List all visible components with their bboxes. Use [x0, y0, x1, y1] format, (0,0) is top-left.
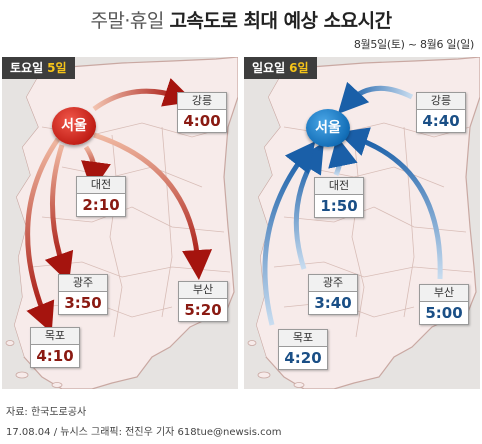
travel-time: 4:00 [177, 109, 227, 133]
origin-name: 대전 [314, 177, 364, 194]
destination-name: 부산 [178, 281, 228, 298]
seoul-destination-marker: 서울 [306, 109, 350, 147]
destination-name: 대전 [76, 176, 126, 193]
origin-name: 부산 [419, 284, 469, 301]
origin-box-busan: 부산 5:00 [419, 284, 469, 325]
travel-time: 4:20 [278, 346, 328, 370]
route-arrow-gwangju [44, 144, 74, 284]
origin-name: 강릉 [416, 92, 466, 109]
destination-box-gangneung: 강릉 4:00 [177, 92, 227, 133]
travel-time: 1:50 [314, 194, 364, 218]
route-arrow-mokpo [25, 137, 61, 333]
route-arrow-daejeon [81, 145, 111, 192]
route-arrow-busan [337, 127, 443, 280]
saturday-day-label: 토요일 5일 [2, 57, 75, 79]
saturday-day-number: 5일 [47, 61, 67, 75]
destination-box-gwangju: 광주 3:50 [58, 274, 108, 315]
travel-time: 4:40 [416, 109, 466, 133]
travel-time: 3:40 [308, 291, 358, 315]
destination-box-busan: 부산 5:20 [178, 281, 228, 322]
page-title: 주말·휴일 고속도로 최대 예상 소요시간 [0, 6, 482, 33]
origin-box-gwangju: 광주 3:40 [308, 274, 358, 315]
credit-note: 17.08.04 / 뉴시스 그래픽: 전진우 기자 618tue@newsis… [6, 427, 282, 438]
sunday-day-label: 일요일 6일 [244, 57, 317, 79]
destination-name: 강릉 [177, 92, 227, 109]
route-arrow-mokpo [262, 141, 316, 326]
travel-time: 4:10 [30, 344, 80, 368]
source-note: 자료: 한국도로공사 [6, 407, 87, 418]
title-main: 고속도로 최대 예상 소요시간 [169, 10, 392, 32]
route-arrow-gangneung [337, 81, 414, 115]
destination-box-mokpo: 목포 4:10 [30, 327, 80, 368]
origin-box-daejeon: 대전 1:50 [314, 177, 364, 218]
origin-name: 목포 [278, 329, 328, 346]
destination-name: 목포 [30, 327, 80, 344]
sunday-panel: 일요일 6일 서울 강릉 4:40 대전 1:50 광주 3:40 부산 5:00… [244, 57, 480, 389]
travel-time: 2:10 [76, 193, 126, 217]
saturday-panel: 토요일 5일 서울 강릉 4:00 대전 2:10 광주 3:50 부산 5:20… [2, 57, 238, 389]
title-prefix: 주말·휴일 [90, 10, 164, 32]
seoul-origin-marker: 서울 [52, 107, 96, 145]
destination-box-daejeon: 대전 2:10 [76, 176, 126, 217]
route-arrow-busan [93, 132, 213, 280]
origin-name: 광주 [308, 274, 358, 291]
destination-name: 광주 [58, 274, 108, 291]
origin-box-gangneung: 강릉 4:40 [416, 92, 466, 133]
travel-time: 5:20 [178, 298, 228, 322]
travel-time: 5:00 [419, 301, 469, 325]
travel-time: 3:50 [58, 291, 108, 315]
date-range: 8월5일(토) ~ 8월6 일(일) [353, 38, 474, 51]
route-arrow-gangneung [92, 78, 195, 112]
saturday-day-text: 토요일 [10, 61, 44, 75]
sunday-day-text: 일요일 [252, 61, 286, 75]
origin-box-mokpo: 목포 4:20 [278, 329, 328, 370]
sunday-day-number: 6일 [289, 61, 309, 75]
